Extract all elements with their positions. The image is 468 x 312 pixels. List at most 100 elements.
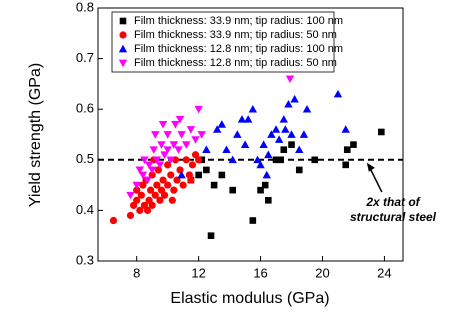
legend-label: Film thickness: 12.8 nm; tip radius: 50 … bbox=[134, 57, 337, 69]
point bbox=[148, 201, 156, 209]
point bbox=[135, 166, 145, 175]
point bbox=[176, 166, 184, 174]
point bbox=[151, 131, 160, 139]
point bbox=[222, 145, 231, 154]
x-tick-label: 20 bbox=[315, 265, 329, 280]
point bbox=[341, 125, 350, 133]
point bbox=[243, 115, 253, 123]
point bbox=[195, 156, 203, 164]
y-tick-label: 0.3 bbox=[76, 252, 94, 267]
point bbox=[168, 196, 176, 204]
legend-label: Film thickness: 33.9 nm; tip radius: 50 … bbox=[134, 29, 337, 41]
point bbox=[177, 131, 186, 139]
point bbox=[137, 191, 145, 199]
x-tick-label: 24 bbox=[377, 265, 391, 280]
point bbox=[333, 89, 343, 98]
point bbox=[302, 105, 312, 113]
point bbox=[182, 141, 191, 149]
point bbox=[237, 115, 247, 123]
point bbox=[280, 146, 288, 153]
legend-marker bbox=[119, 17, 127, 25]
point bbox=[144, 161, 154, 170]
point bbox=[288, 141, 295, 148]
y-tick-label: 0.7 bbox=[76, 50, 94, 65]
legend-marker bbox=[119, 31, 127, 39]
x-tick-label: 8 bbox=[133, 265, 140, 280]
legend-marker bbox=[118, 59, 128, 68]
point bbox=[188, 161, 197, 169]
y-tick-label: 0.5 bbox=[76, 151, 94, 166]
point bbox=[217, 120, 227, 128]
point bbox=[126, 211, 135, 220]
point bbox=[249, 217, 257, 224]
point bbox=[166, 156, 175, 164]
annotation: structural steel bbox=[350, 210, 437, 224]
point bbox=[343, 146, 351, 153]
point bbox=[290, 94, 299, 103]
point bbox=[240, 140, 250, 148]
point bbox=[274, 135, 284, 143]
x-tick-label: 16 bbox=[253, 265, 267, 280]
point bbox=[253, 155, 262, 164]
point bbox=[167, 171, 175, 179]
point bbox=[248, 105, 258, 113]
point bbox=[191, 136, 200, 144]
point bbox=[155, 161, 165, 170]
point bbox=[171, 121, 180, 129]
point bbox=[164, 181, 172, 189]
point bbox=[175, 115, 185, 124]
point bbox=[295, 145, 304, 154]
legend-marker bbox=[118, 44, 128, 53]
point bbox=[170, 186, 178, 194]
point bbox=[279, 115, 288, 123]
y-axis-label: Yield strength (GPa) bbox=[27, 63, 44, 207]
point bbox=[163, 131, 172, 139]
x-axis-label: Elastic modulus (GPa) bbox=[170, 290, 329, 307]
point bbox=[174, 146, 183, 154]
point bbox=[140, 156, 149, 164]
point bbox=[261, 181, 269, 189]
point bbox=[156, 196, 164, 204]
point bbox=[213, 125, 222, 133]
point bbox=[203, 166, 210, 174]
point bbox=[350, 141, 357, 148]
point bbox=[109, 216, 118, 225]
point bbox=[163, 146, 172, 154]
point bbox=[264, 150, 273, 159]
point bbox=[136, 206, 144, 214]
point bbox=[265, 196, 272, 204]
point bbox=[233, 130, 242, 138]
point bbox=[311, 156, 319, 164]
point bbox=[194, 105, 203, 114]
x-tick-label: 12 bbox=[191, 265, 205, 280]
point bbox=[182, 156, 190, 164]
point bbox=[186, 126, 196, 134]
point bbox=[169, 141, 179, 149]
point bbox=[159, 176, 167, 184]
point bbox=[126, 191, 135, 200]
y-tick-label: 0.6 bbox=[76, 101, 94, 116]
point bbox=[281, 125, 290, 133]
point bbox=[287, 130, 296, 138]
point bbox=[153, 181, 161, 189]
point bbox=[195, 171, 202, 179]
point bbox=[299, 130, 309, 138]
point bbox=[147, 166, 157, 175]
point bbox=[256, 160, 265, 169]
point bbox=[267, 130, 276, 138]
point bbox=[160, 191, 169, 199]
point bbox=[164, 161, 172, 169]
point bbox=[133, 186, 141, 194]
legend-label: Film thickness: 33.9 nm; tip radius: 100… bbox=[134, 15, 343, 27]
point bbox=[149, 146, 158, 154]
point bbox=[147, 186, 155, 194]
point bbox=[284, 99, 293, 108]
point bbox=[157, 141, 166, 149]
point bbox=[152, 156, 162, 164]
point bbox=[143, 206, 152, 214]
point bbox=[132, 181, 141, 190]
point bbox=[160, 151, 169, 159]
point bbox=[257, 186, 264, 194]
point bbox=[197, 131, 206, 139]
